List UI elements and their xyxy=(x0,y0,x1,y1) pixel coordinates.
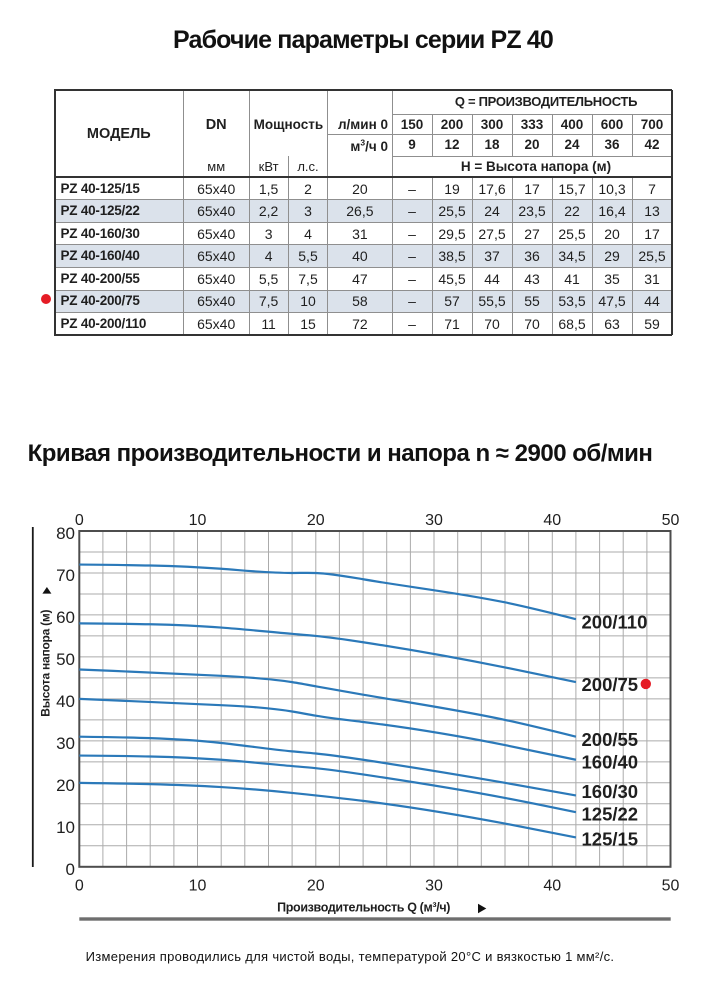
svg-text:40: 40 xyxy=(543,877,561,894)
svg-text:0: 0 xyxy=(66,860,75,879)
svg-text:125/22: 125/22 xyxy=(582,804,639,825)
svg-text:80: 80 xyxy=(56,524,75,543)
svg-text:70: 70 xyxy=(56,566,75,585)
svg-text:200/75: 200/75 xyxy=(582,674,639,695)
svg-text:30: 30 xyxy=(425,512,443,529)
svg-text:160/40: 160/40 xyxy=(582,752,639,773)
svg-text:40: 40 xyxy=(543,512,561,529)
svg-text:10: 10 xyxy=(189,877,207,894)
svg-text:125/15: 125/15 xyxy=(582,829,639,850)
svg-text:30: 30 xyxy=(425,877,443,894)
svg-text:Высота напора (м): Высота напора (м) xyxy=(39,609,53,716)
svg-text:40: 40 xyxy=(56,692,75,711)
svg-text:Производительность Q (м³/ч): Производительность Q (м³/ч) xyxy=(277,901,450,915)
svg-text:30: 30 xyxy=(56,734,75,753)
svg-text:10: 10 xyxy=(189,512,207,529)
svg-text:160/30: 160/30 xyxy=(582,781,639,802)
svg-text:20: 20 xyxy=(307,512,325,529)
svg-text:50: 50 xyxy=(662,877,680,894)
svg-text:50: 50 xyxy=(662,512,680,529)
svg-text:0: 0 xyxy=(75,512,84,529)
svg-text:50: 50 xyxy=(56,650,75,669)
svg-text:200/55: 200/55 xyxy=(582,729,639,750)
svg-text:20: 20 xyxy=(56,776,75,795)
svg-text:0: 0 xyxy=(75,877,84,894)
svg-text:60: 60 xyxy=(56,608,75,627)
svg-text:200/110: 200/110 xyxy=(582,611,648,632)
svg-text:10: 10 xyxy=(56,818,75,837)
svg-text:20: 20 xyxy=(307,877,325,894)
